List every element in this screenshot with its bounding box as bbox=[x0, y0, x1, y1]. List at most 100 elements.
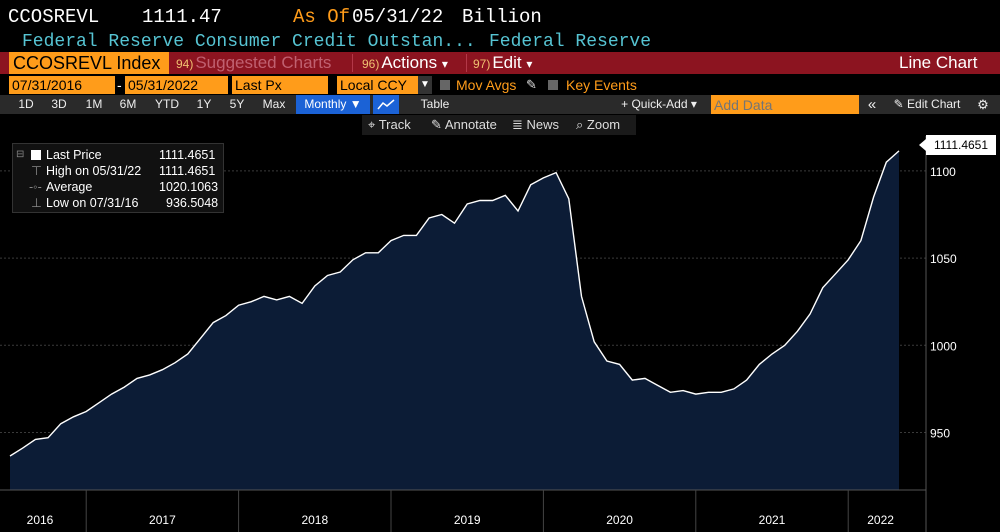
x-tick-label: 2017 bbox=[149, 513, 176, 527]
crosshair-icon: ⌖ bbox=[368, 117, 376, 132]
track-tool[interactable]: ⌖ Track bbox=[368, 115, 411, 135]
price-chart[interactable]: 950 1000 1050 1100 2016 2017 2018 2019 2020 2021… bbox=[0, 136, 1000, 532]
low-marker-icon: ⊥ bbox=[31, 196, 42, 210]
actions-num: 96) bbox=[362, 57, 380, 71]
edit-label: Edit bbox=[492, 53, 522, 72]
average-marker-icon: -◦- bbox=[29, 180, 42, 194]
news-tool[interactable]: ≣ News bbox=[512, 115, 559, 135]
legend-avg-label: Average bbox=[46, 180, 93, 194]
actions-label: Actions bbox=[381, 53, 438, 72]
range-max[interactable]: Max bbox=[262, 97, 286, 111]
legend-high-value: 1111.4651 bbox=[159, 164, 216, 178]
period-select[interactable]: Monthly ▼ bbox=[296, 95, 370, 114]
y-tick-label: 1100 bbox=[930, 165, 956, 179]
x-tick-label: 2019 bbox=[454, 513, 481, 527]
end-date-input[interactable]: 05/31/2022 bbox=[125, 76, 228, 94]
line-chart-icon[interactable] bbox=[373, 95, 399, 114]
security-input[interactable]: CCOSREVL Index bbox=[9, 52, 169, 74]
legend-last-value: 1111.4651 bbox=[159, 148, 216, 162]
legend-average: -◦- Average 1020.1063 bbox=[13, 179, 223, 195]
legend-last-label: Last Price bbox=[46, 148, 102, 162]
ticker-symbol: CCOSREVL bbox=[8, 6, 100, 28]
series-line bbox=[9, 150, 900, 457]
menu-divider bbox=[352, 54, 353, 72]
description-bar: Federal Reserve Consumer Credit Outstan.… bbox=[0, 32, 1000, 52]
quick-add-button[interactable]: + Quick-Add ▾ bbox=[621, 97, 697, 111]
edit-chart-label: Edit Chart bbox=[907, 97, 961, 111]
pencil-icon: ✎ bbox=[893, 97, 904, 111]
legend: ⊟ Last Price 1111.4651 ⊤ High on 05/31/2… bbox=[12, 143, 224, 213]
range-ytd[interactable]: YTD bbox=[155, 97, 179, 111]
collapse-box-icon: ⊟ bbox=[16, 149, 25, 160]
line-chart-glyph bbox=[377, 99, 395, 110]
y-axis: 950 1000 1050 1100 bbox=[930, 165, 957, 441]
field-select[interactable]: Last Px bbox=[232, 76, 328, 94]
legend-low: ⊥ Low on 07/31/16 936.5048 bbox=[13, 195, 223, 211]
legend-low-label: Low on 07/31/16 bbox=[46, 196, 139, 210]
legend-avg-value: 1020.1063 bbox=[159, 180, 219, 194]
range-1m[interactable]: 1M bbox=[85, 97, 103, 111]
suggested-label: Suggested Charts bbox=[195, 53, 332, 72]
x-tick-label: 2021 bbox=[759, 513, 786, 527]
key-events-checkbox[interactable] bbox=[548, 80, 558, 90]
range-1d[interactable]: 1D bbox=[18, 97, 34, 111]
pencil-icon: ✎ bbox=[431, 117, 442, 132]
last-price: 1111.47 bbox=[142, 6, 222, 28]
asof-label: As Of bbox=[293, 6, 351, 28]
currency-select[interactable]: Local CCY bbox=[337, 76, 432, 94]
range-5y[interactable]: 5Y bbox=[229, 97, 245, 111]
range-1y[interactable]: 1Y bbox=[196, 97, 212, 111]
range-3d[interactable]: 3D bbox=[51, 97, 67, 111]
edit-arrow-icon: ▾ bbox=[526, 57, 533, 71]
y-tick-label: 1000 bbox=[930, 339, 957, 353]
actions-menu[interactable]: 96) Actions ▾ bbox=[362, 52, 448, 74]
edit-menu[interactable]: 97) Edit ▾ bbox=[473, 52, 532, 74]
x-tick-label: 2020 bbox=[606, 513, 633, 527]
legend-high-label: High on 05/31/22 bbox=[46, 164, 142, 178]
zoom-tool[interactable]: ⌕ Zoom bbox=[576, 115, 620, 135]
date-dash: - bbox=[117, 77, 122, 93]
x-tick-label: 2016 bbox=[27, 513, 54, 527]
edit-chart-button[interactable]: ✎ Edit Chart bbox=[884, 95, 970, 114]
add-data-input[interactable] bbox=[711, 95, 859, 114]
table-button[interactable]: Table bbox=[420, 97, 450, 111]
menu-divider bbox=[466, 54, 467, 72]
pencil-icon[interactable]: ✎ bbox=[526, 77, 537, 92]
key-events-label: Key Events bbox=[566, 77, 637, 93]
zoom-label: Zoom bbox=[586, 117, 621, 132]
track-label: Track bbox=[378, 117, 411, 132]
start-date-input[interactable]: 07/31/2016 bbox=[9, 76, 115, 94]
header-bar: CCOSREVL 1111.47 As Of 05/31/22 Billion bbox=[0, 0, 1000, 32]
legend-low-value: 936.5048 bbox=[166, 196, 219, 210]
news-label: News bbox=[526, 117, 560, 132]
asof-date: 05/31/22 bbox=[352, 6, 444, 28]
zoom-icon: ⌕ bbox=[576, 117, 584, 132]
last-price-tag: 1111.4651 bbox=[926, 135, 996, 155]
gear-icon[interactable]: ⚙ bbox=[977, 97, 989, 112]
x-axis: 2016 2017 2018 2019 2020 2021 2022 bbox=[0, 136, 927, 532]
y-tick-label: 950 bbox=[930, 426, 950, 440]
high-marker-icon: ⊤ bbox=[31, 164, 42, 178]
annotate-tool[interactable]: ✎ Annotate bbox=[431, 115, 497, 135]
legend-high: ⊤ High on 05/31/22 1111.4651 bbox=[13, 163, 223, 179]
mov-avgs-label: Mov Avgs bbox=[456, 77, 517, 93]
data-source: Federal Reserve bbox=[489, 32, 652, 52]
y-tick-label: 1050 bbox=[930, 252, 957, 266]
menu-bar bbox=[0, 52, 1000, 74]
chart-toolbar bbox=[362, 115, 636, 135]
suggested-num: 94) bbox=[176, 57, 194, 71]
news-icon: ≣ bbox=[512, 117, 523, 132]
area-fill bbox=[10, 150, 899, 490]
range-6m[interactable]: 6M bbox=[119, 97, 137, 111]
currency-dropdown-icon[interactable]: ▼ bbox=[418, 76, 432, 94]
suggested-charts-menu[interactable]: 94) Suggested Charts bbox=[176, 52, 331, 74]
mov-avgs-checkbox[interactable] bbox=[440, 80, 450, 90]
collapse-icon[interactable]: « bbox=[867, 96, 877, 113]
x-tick-label: 2018 bbox=[301, 513, 328, 527]
units-label: Billion bbox=[462, 6, 542, 28]
legend-swatch bbox=[31, 150, 41, 160]
edit-num: 97) bbox=[473, 57, 491, 71]
chart-type-label[interactable]: Line Chart bbox=[899, 53, 978, 72]
x-tick-label: 2022 bbox=[867, 513, 894, 527]
legend-last: ⊟ Last Price 1111.4651 bbox=[13, 147, 223, 163]
